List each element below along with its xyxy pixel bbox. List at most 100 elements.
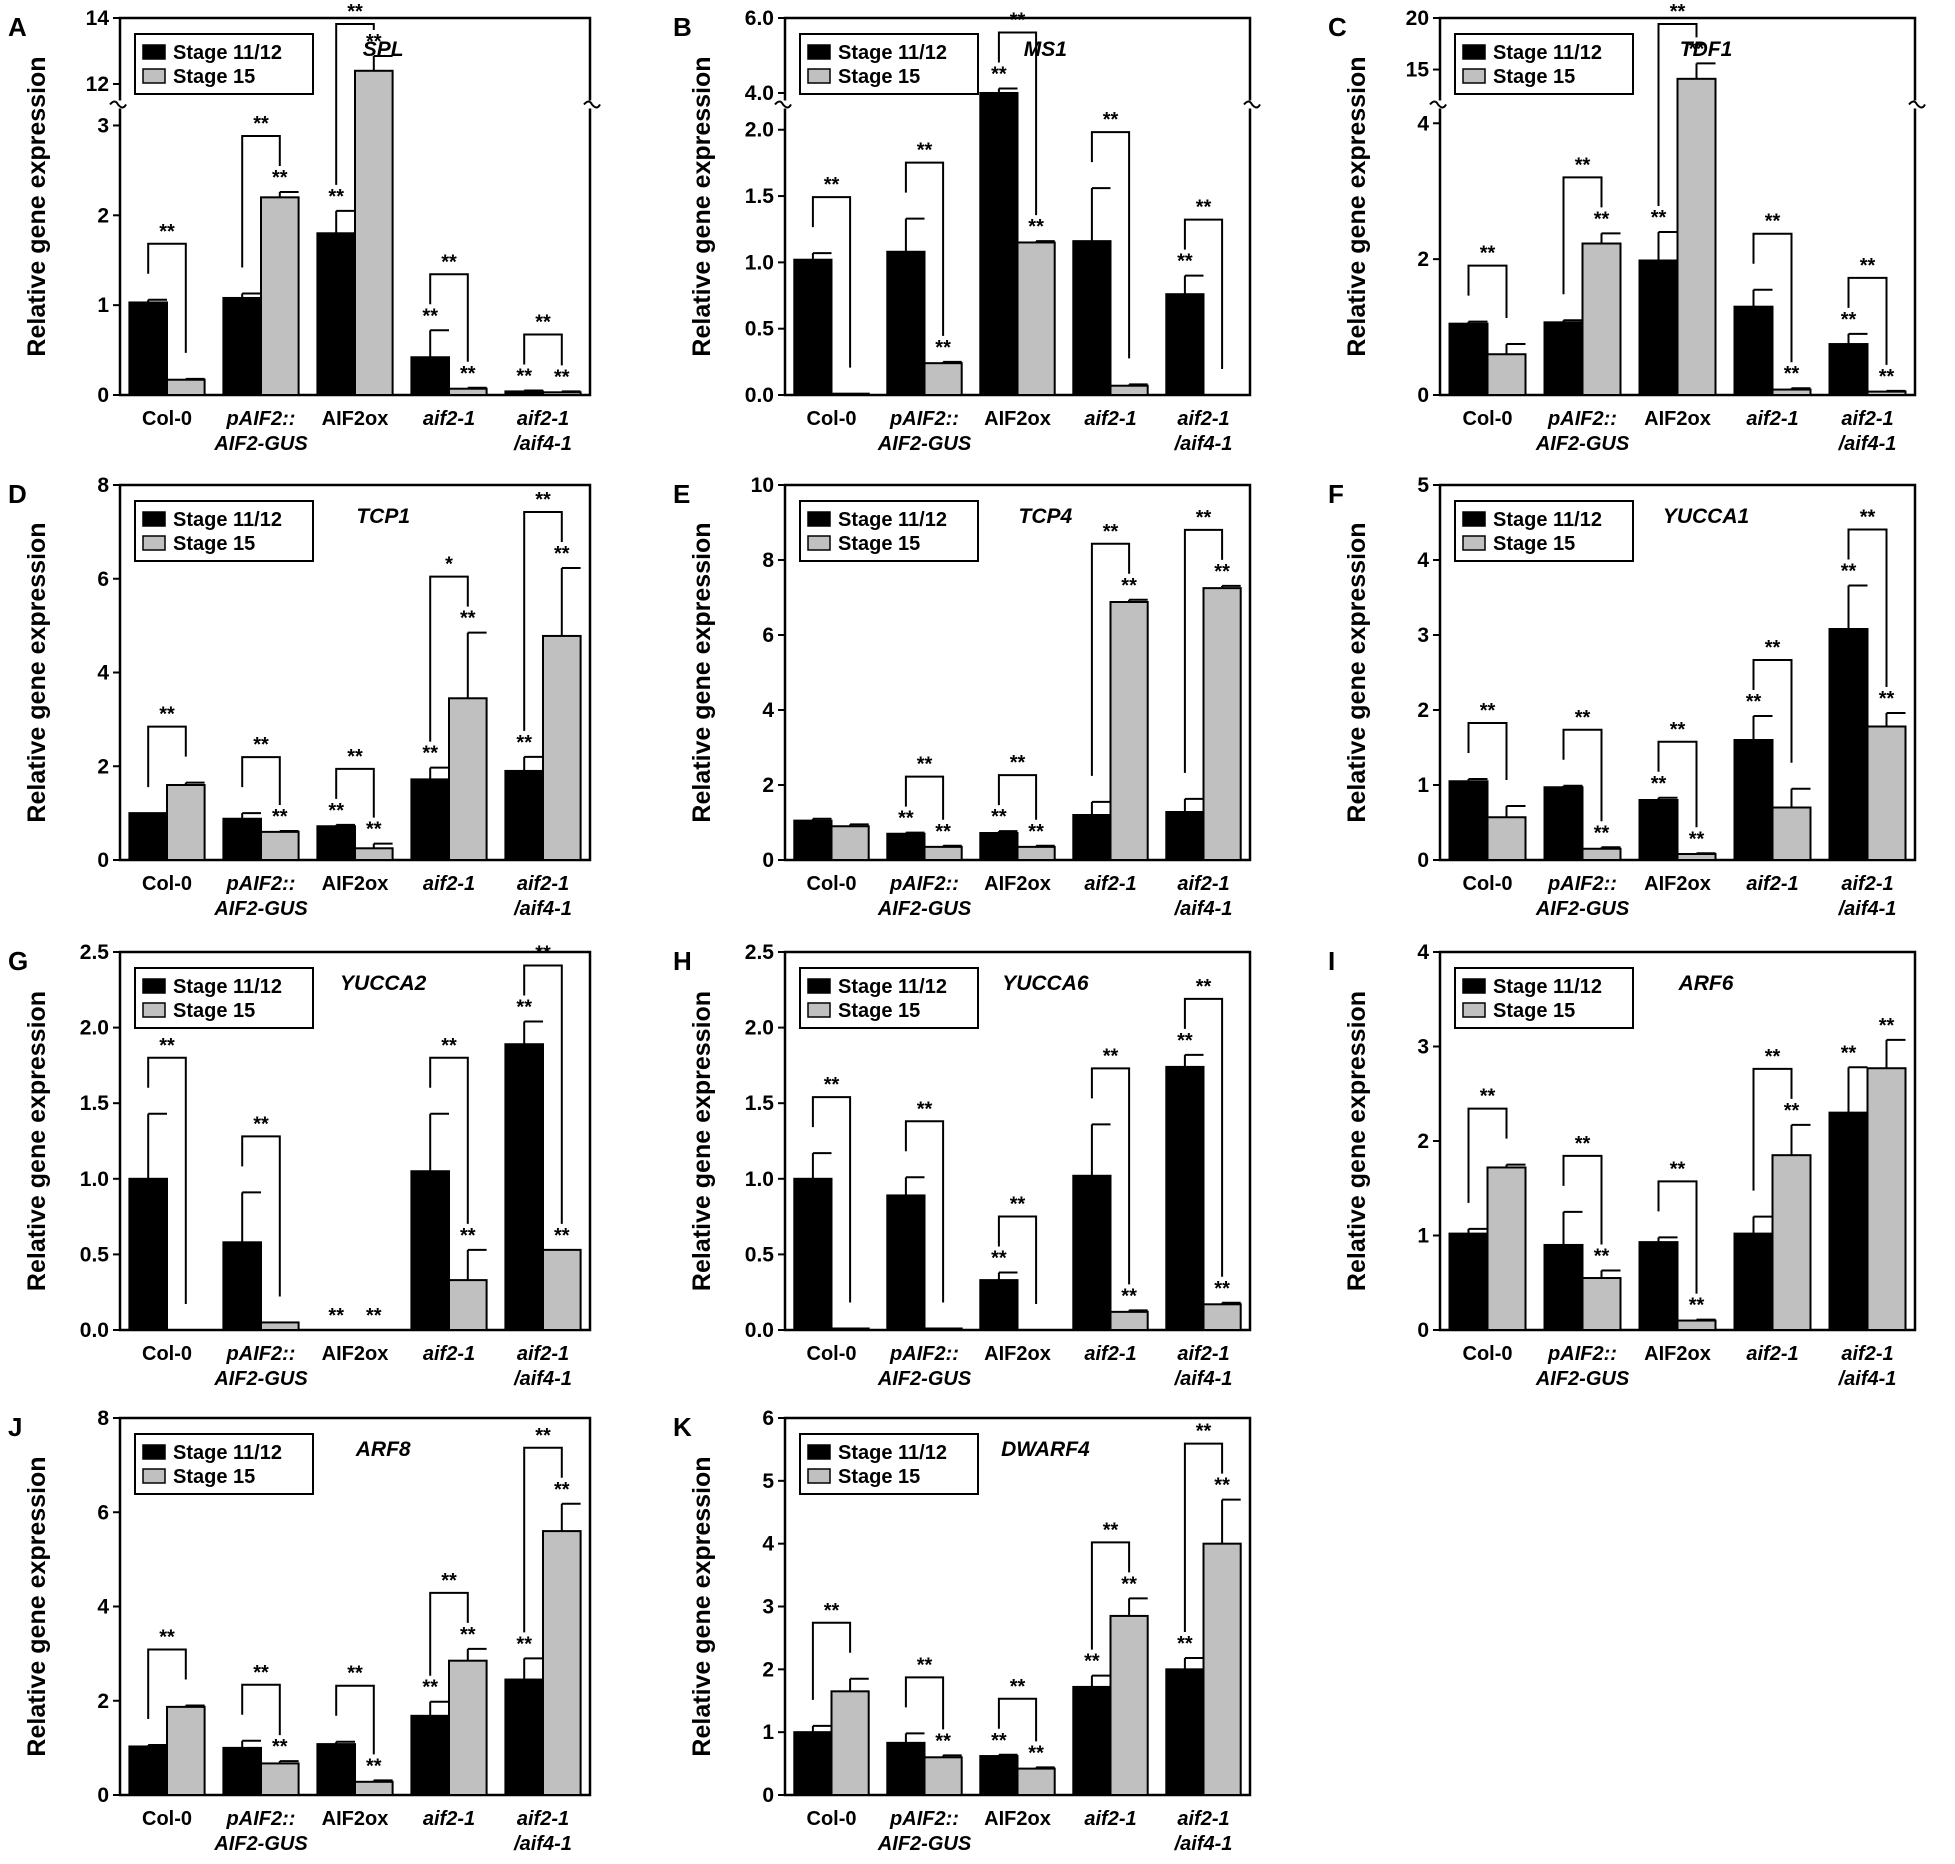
bar-stage-15 [923,362,963,396]
bar-stage-15 [1771,806,1812,861]
y-tick-label: 3 [97,114,109,137]
comparison-bracket [335,767,375,818]
bar-stage-15 [1486,353,1527,396]
bar-stage-15 [1581,847,1622,861]
significance-label: ** [1879,688,1895,710]
bracket-significance-label: ** [1670,719,1686,741]
legend-label-stage-15: Stage 15 [838,533,920,555]
bar-stage-11-12 [886,1741,926,1797]
bracket-significance-label: ** [1010,1194,1026,1216]
legend-box [134,500,314,562]
bar-stage-11-12 [128,301,168,396]
x-category-label: aif2-1 [517,873,569,895]
legend-box [799,33,979,95]
significance-label: ** [1121,575,1137,597]
panel-H: H Relative gene expression 0.0 0.5 1.0 1.5 2.0… [673,941,1252,1390]
legend-swatch-stage-15 [142,1468,166,1484]
bar-stage-15 [1676,853,1717,861]
comparison-bracket [1562,728,1603,822]
x-category-label: AIF2-GUS [877,433,972,455]
comparison-bracket [1847,276,1888,365]
significance-label: ** [1177,1633,1193,1655]
comparison-bracket [1657,740,1698,828]
y-tick-label: 2.5 [80,941,110,964]
x-category-label: Col-0 [807,873,857,895]
significance-label: ** [1841,309,1857,331]
x-category-label: aif2-1 [1746,873,1798,895]
bar-stage-15 [1866,1067,1907,1331]
bar-stage-11-12 [1072,814,1112,861]
comparison-bracket [147,1056,187,1304]
x-category-label: AIF2ox [1644,873,1711,895]
x-category-label: /aif4-1 [1838,1368,1897,1390]
legend-label-stage-15: Stage 15 [173,1466,255,1488]
significance-label: ** [991,63,1007,85]
bracket-significance-label: ** [535,1425,551,1447]
significance-label: ** [1594,822,1610,844]
bar-stage-15 [830,1690,870,1796]
panel-letter: D [8,479,27,509]
comparison-bracket [523,1446,563,1633]
bar-stage-15 [448,697,488,861]
bar-stage-11-12 [793,1177,833,1332]
bar-stage-11-12 [979,1755,1019,1796]
legend-swatch-stage-11-12 [807,44,831,60]
comparison-bracket [523,964,563,1224]
comparison-bracket [147,242,187,353]
y-tick-label: 8 [97,1407,109,1430]
bar-stage-15 [354,1780,394,1797]
axis-break-mark [583,100,601,109]
bar-stage-15 [1486,816,1527,861]
panel-G: G Relative gene expression 0.0 0.5 1.0 1.5 2.0… [8,941,592,1390]
bar-stage-15 [1581,242,1622,396]
bar-stage-11-12 [886,250,926,396]
x-category-label: aif2-1 [1177,1343,1229,1365]
comparison-bracket [1183,1442,1224,1633]
legend-label-stage-11-12: Stage 11/12 [838,509,947,531]
legend-label-stage-15: Stage 15 [838,1000,920,1022]
x-category-label: aif2-1 [517,1343,569,1365]
y-tick-label: 3 [1417,1036,1429,1059]
significance-label: ** [1121,1573,1137,1595]
bracket-significance-label: ** [1010,752,1026,774]
bracket-significance-label: ** [1196,976,1212,998]
y-tick-label: 6 [762,1407,774,1430]
gene-title: ARF6 [1678,972,1734,995]
significance-label: ** [1084,1651,1100,1673]
bracket-significance-label: ** [1575,1133,1591,1155]
significance-label: ** [935,821,951,843]
comparison-bracket [1467,1107,1508,1203]
bar-stage-11-12 [1165,1668,1205,1797]
bar-stage-11-12 [1828,628,1869,861]
bar-stage-11-12 [222,1746,262,1796]
y-tick-label: 14 [86,7,110,30]
x-category-label: /aif4-1 [1838,898,1897,920]
y-tick-label: 2 [97,755,109,778]
y-axis-label: Relative gene expression [688,991,716,1291]
y-tick-label: 0.0 [745,384,774,407]
legend-box [1454,33,1634,95]
bracket-significance-label: ** [824,1074,840,1096]
legend-label-stage-11-12: Stage 11/12 [838,1442,947,1464]
bar-stage-11-12 [128,812,168,861]
x-category-label: pAIF2:: [889,1808,959,1830]
panel-C: C Relative gene expression 0 2 4 15 20 Stage 11… [1328,1,1926,455]
bracket-significance-label: ** [1860,507,1876,529]
bar-stage-15 [1202,587,1242,861]
bracket-significance-label: ** [535,312,551,334]
significance-label: ** [1121,1285,1137,1307]
y-tick-label: 2 [97,204,109,227]
bar-stage-15 [260,830,300,861]
bar-stage-15 [448,1279,488,1332]
bar-stage-11-12 [1828,1111,1869,1332]
significance-label: ** [1689,828,1705,850]
x-category-label: AIF2-GUS [1535,898,1630,920]
legend-box [134,1433,314,1495]
significance-label: ** [1841,561,1857,583]
bracket-significance-label: ** [1103,521,1119,543]
comparison-bracket [1090,542,1131,776]
x-category-label: AIF2ox [984,1343,1051,1365]
bar-stage-11-12 [316,1743,356,1796]
bracket-significance-label: * [445,554,453,576]
bar-stage-11-12 [1165,1065,1205,1331]
